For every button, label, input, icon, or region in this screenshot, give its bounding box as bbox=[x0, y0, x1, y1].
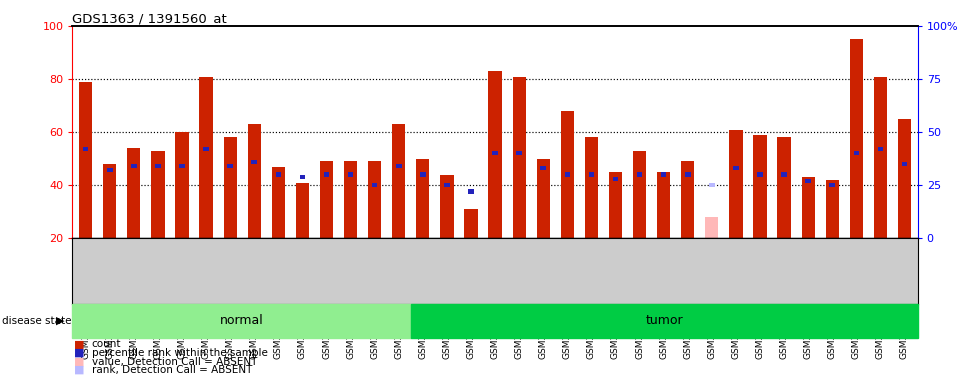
Bar bbox=[176, 132, 188, 238]
Bar bbox=[275, 172, 281, 177]
Bar bbox=[372, 183, 378, 187]
Bar bbox=[440, 175, 453, 238]
Bar bbox=[103, 164, 116, 238]
Bar bbox=[850, 39, 863, 238]
Text: disease state: disease state bbox=[2, 316, 71, 326]
Bar bbox=[251, 160, 257, 164]
Bar bbox=[802, 177, 814, 238]
Bar bbox=[874, 76, 887, 238]
Bar bbox=[806, 179, 810, 183]
Text: count: count bbox=[92, 339, 122, 349]
Bar bbox=[513, 76, 526, 238]
Bar bbox=[657, 172, 670, 238]
Bar bbox=[296, 183, 309, 238]
Bar bbox=[781, 172, 787, 177]
Bar bbox=[584, 138, 598, 238]
Bar bbox=[560, 111, 574, 238]
Bar bbox=[753, 135, 767, 238]
Bar bbox=[517, 151, 522, 156]
Bar bbox=[128, 148, 140, 238]
Bar bbox=[685, 172, 691, 177]
Bar bbox=[778, 138, 791, 238]
Bar bbox=[757, 172, 763, 177]
Bar bbox=[588, 172, 594, 177]
Bar bbox=[72, 304, 411, 338]
Bar bbox=[633, 151, 646, 238]
Bar bbox=[854, 151, 859, 156]
Bar bbox=[416, 159, 430, 238]
Bar bbox=[79, 82, 93, 238]
Bar bbox=[223, 138, 237, 238]
Bar bbox=[348, 172, 354, 177]
Bar bbox=[826, 180, 838, 238]
Bar bbox=[131, 164, 136, 168]
Bar bbox=[320, 161, 333, 238]
Bar bbox=[637, 172, 642, 177]
Bar bbox=[897, 119, 911, 238]
Text: value, Detection Call = ABSENT: value, Detection Call = ABSENT bbox=[92, 357, 257, 366]
Bar bbox=[199, 76, 213, 238]
Bar bbox=[247, 124, 261, 238]
Bar bbox=[877, 147, 883, 151]
Bar bbox=[709, 183, 715, 187]
Bar bbox=[107, 168, 113, 172]
Text: ■: ■ bbox=[74, 357, 85, 366]
Text: ▶: ▶ bbox=[56, 316, 65, 326]
Bar bbox=[368, 161, 382, 238]
Bar bbox=[392, 124, 406, 238]
Bar bbox=[564, 172, 570, 177]
Bar bbox=[493, 151, 497, 156]
Text: percentile rank within the sample: percentile rank within the sample bbox=[92, 348, 268, 358]
Bar bbox=[411, 304, 918, 338]
Bar bbox=[469, 189, 473, 194]
Text: GDS1363 / 1391560_at: GDS1363 / 1391560_at bbox=[72, 12, 227, 25]
Bar bbox=[203, 147, 209, 151]
Bar bbox=[489, 71, 501, 238]
Text: ■: ■ bbox=[74, 348, 85, 358]
Bar bbox=[420, 172, 426, 177]
Bar bbox=[901, 162, 907, 166]
Text: normal: normal bbox=[219, 314, 264, 327]
Bar bbox=[324, 172, 329, 177]
Bar bbox=[609, 172, 622, 238]
Bar bbox=[227, 164, 233, 168]
Bar bbox=[396, 164, 402, 168]
Bar bbox=[180, 164, 185, 168]
Bar bbox=[830, 183, 835, 187]
Bar bbox=[444, 183, 450, 187]
Bar bbox=[661, 172, 667, 177]
Text: tumor: tumor bbox=[645, 314, 683, 327]
Bar bbox=[681, 161, 695, 238]
Bar bbox=[729, 129, 743, 238]
Text: ■: ■ bbox=[74, 339, 85, 349]
Text: rank, Detection Call = ABSENT: rank, Detection Call = ABSENT bbox=[92, 365, 252, 375]
Bar bbox=[271, 166, 285, 238]
Bar bbox=[540, 166, 546, 170]
Bar bbox=[299, 174, 305, 179]
Bar bbox=[465, 209, 477, 238]
Bar bbox=[537, 159, 550, 238]
Bar bbox=[152, 151, 164, 238]
Bar bbox=[83, 147, 89, 151]
Bar bbox=[344, 161, 357, 238]
Text: ■: ■ bbox=[74, 365, 85, 375]
Bar bbox=[612, 177, 618, 181]
Bar bbox=[156, 164, 160, 168]
Bar bbox=[733, 166, 739, 170]
Bar bbox=[705, 217, 719, 238]
